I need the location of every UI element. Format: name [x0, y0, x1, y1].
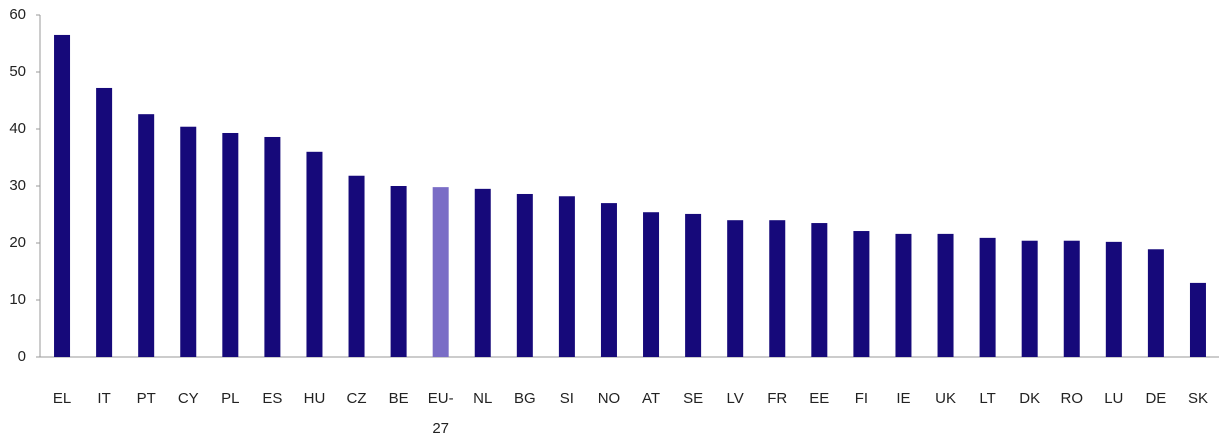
x-tick-label: NL [473, 390, 493, 407]
y-tick-label: 20 [9, 234, 26, 251]
y-tick-label: 10 [9, 291, 26, 308]
y-tick-label: 0 [18, 348, 26, 365]
bar [1063, 240, 1080, 357]
bar [811, 223, 828, 357]
x-tick-label: BE [388, 390, 409, 407]
bar [180, 126, 197, 357]
bar [306, 151, 323, 357]
x-tick-label: NO [597, 390, 621, 407]
bar [769, 220, 786, 357]
x-tick-label: LV [726, 390, 744, 407]
bar [432, 187, 449, 357]
bar [937, 233, 954, 357]
bar [643, 212, 660, 357]
y-tick-label: 40 [9, 120, 26, 137]
x-tick-label: IT [97, 390, 111, 407]
bar [1021, 240, 1038, 357]
bar [138, 114, 155, 358]
x-tick-label: RO [1060, 390, 1084, 407]
bar [474, 188, 491, 357]
x-tick-label: SI [559, 390, 574, 407]
bar [853, 231, 870, 357]
bar [727, 220, 744, 357]
bar [685, 213, 702, 357]
bar [600, 203, 617, 357]
x-tick-label: DE [1145, 390, 1167, 407]
bar [1105, 241, 1122, 357]
bar [96, 87, 113, 358]
x-tick-label: CZ [346, 390, 367, 407]
x-tick-label: IE [896, 390, 911, 407]
bar [348, 175, 365, 357]
bar [1189, 282, 1206, 357]
x-tick-label: LU [1104, 390, 1124, 407]
x-tick-label: FI [854, 390, 869, 407]
x-tick-label: LT [979, 390, 996, 407]
bar [54, 34, 71, 357]
x-tick-label: DK [1019, 390, 1041, 407]
x-tick-label: PL [221, 390, 240, 407]
bar [895, 233, 912, 357]
x-tick-label: FR [767, 390, 788, 407]
x-tick-label: EU-27 [427, 390, 454, 437]
x-tick-label: EL [52, 390, 72, 407]
y-tick-label: 30 [9, 177, 26, 194]
x-tick-label: SK [1187, 390, 1208, 407]
y-tick-label: 50 [9, 63, 26, 80]
x-tick-label: CY [177, 390, 199, 407]
x-tick-label: EE [809, 390, 830, 407]
bar [264, 136, 281, 357]
x-tick-label: AT [642, 390, 661, 407]
y-tick-label: 60 [9, 6, 26, 23]
x-tick-label: SE [683, 390, 704, 407]
x-tick-label: PT [136, 390, 156, 407]
x-tick-label: HU [303, 390, 326, 407]
bar [979, 237, 996, 357]
x-tick-label: BG [513, 390, 536, 407]
x-tick-label: UK [935, 390, 956, 407]
bar [390, 186, 407, 357]
x-tick-label: ES [262, 390, 283, 407]
bar [558, 196, 575, 357]
bar [1147, 249, 1164, 357]
bar [516, 193, 533, 357]
bar [222, 132, 239, 357]
